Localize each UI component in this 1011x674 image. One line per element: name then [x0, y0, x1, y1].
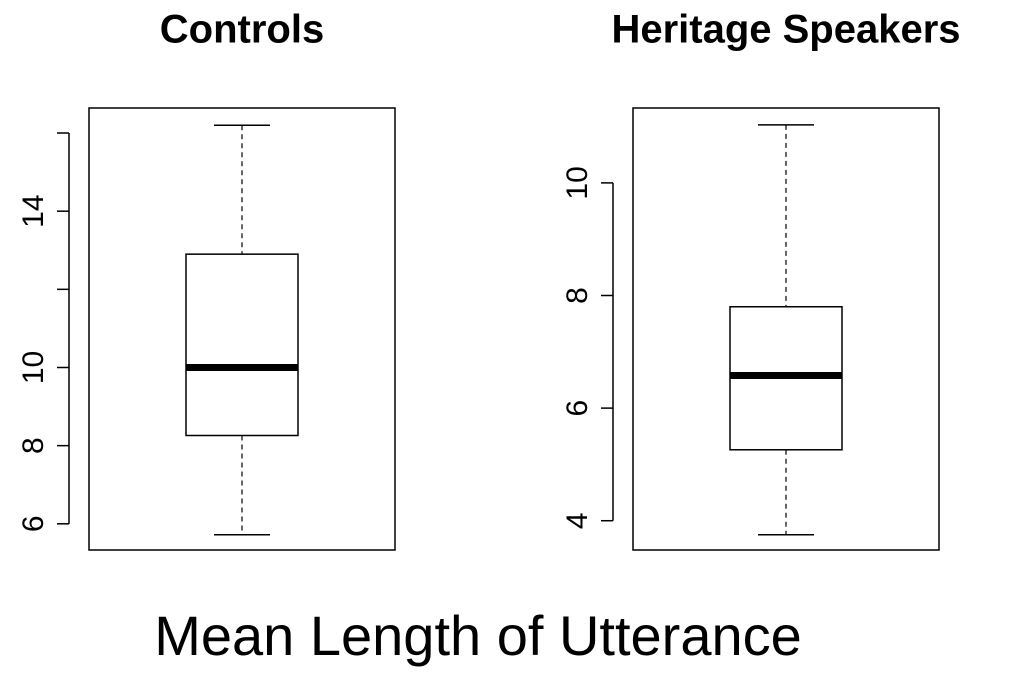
panel-title: Controls — [160, 8, 324, 52]
box — [185, 253, 299, 437]
y-tick-label: 6 — [17, 515, 50, 532]
caption: Mean Length of Utterance — [154, 604, 802, 667]
y-tick-label: 8 — [561, 287, 594, 304]
plot-frame — [88, 107, 396, 551]
plot-frame — [632, 107, 940, 551]
y-tick-label: 4 — [561, 512, 594, 529]
y-tick-label: 10 — [561, 166, 594, 199]
y-tick-label: 10 — [17, 351, 50, 384]
y-tick-label: 8 — [17, 437, 50, 454]
panel-title: Heritage Speakers — [611, 8, 960, 52]
y-tick-label: 14 — [17, 194, 50, 227]
y-tick-label: 6 — [561, 400, 594, 417]
